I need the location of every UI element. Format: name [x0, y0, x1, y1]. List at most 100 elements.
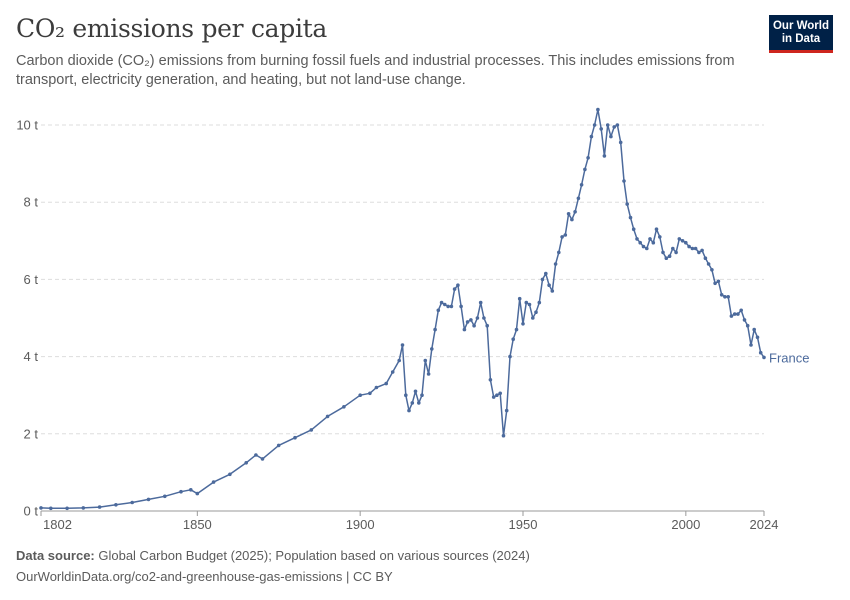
- data-point: [687, 244, 691, 249]
- y-tick-label: 2 t: [24, 426, 39, 441]
- data-point: [404, 393, 408, 398]
- data-point: [417, 401, 421, 405]
- data-point: [622, 179, 626, 183]
- chart-title: CO₂ emissions per capita: [16, 14, 328, 43]
- data-point: [342, 405, 346, 409]
- x-tick-label: 1950: [509, 517, 538, 532]
- x-tick-label: 1850: [183, 517, 212, 532]
- data-point: [576, 196, 581, 201]
- data-point: [573, 210, 577, 214]
- data-point: [654, 227, 659, 231]
- data-point: [540, 277, 545, 282]
- data-point: [752, 327, 756, 332]
- data-point: [690, 246, 695, 251]
- source-url[interactable]: OurWorldinData.org/co2-and-greenhouse-ga…: [16, 569, 393, 584]
- data-point: [713, 281, 717, 286]
- data-point: [260, 457, 265, 461]
- data-point: [465, 320, 470, 324]
- data-source-text: Global Carbon Budget (2025); Population …: [94, 548, 530, 563]
- data-point: [400, 343, 405, 347]
- logo-line-1: Our World: [772, 20, 829, 32]
- data-point: [511, 337, 515, 342]
- data-point: [664, 256, 669, 261]
- data-point: [550, 289, 555, 293]
- data-point: [517, 296, 522, 301]
- data-point: [557, 250, 561, 255]
- data-point: [758, 350, 763, 355]
- data-point: [563, 233, 568, 237]
- x-tick-label: 2000: [671, 517, 700, 532]
- data-point: [726, 295, 730, 299]
- data-point: [293, 435, 297, 440]
- data-point: [609, 134, 613, 139]
- data-point: [524, 300, 529, 305]
- data-point: [645, 246, 649, 251]
- data-point: [521, 322, 525, 326]
- data-point: [430, 347, 434, 351]
- data-point: [426, 372, 431, 376]
- data-point: [635, 237, 639, 241]
- data-point: [625, 202, 629, 206]
- data-point: [671, 246, 675, 251]
- data-point: [703, 256, 708, 261]
- data-point: [553, 262, 558, 266]
- data-point: [433, 327, 437, 332]
- data-point: [130, 500, 134, 505]
- data-point: [566, 212, 571, 216]
- data-point: [462, 327, 467, 332]
- data-point: [684, 240, 688, 245]
- series-france[interactable]: [39, 107, 766, 511]
- data-point: [745, 323, 750, 328]
- data-point: [407, 408, 411, 413]
- x-tick-label: 1900: [346, 517, 375, 532]
- data-point: [436, 308, 441, 313]
- data-point: [469, 318, 473, 322]
- data-point: [456, 283, 460, 288]
- data-point: [596, 107, 600, 112]
- data-point: [605, 123, 610, 127]
- y-tick-label: 0 t: [24, 504, 39, 519]
- data-point: [674, 250, 678, 255]
- data-point: [276, 443, 281, 448]
- data-point: [211, 480, 216, 484]
- data-point: [661, 250, 665, 255]
- data-point: [716, 279, 721, 284]
- data-point: [615, 123, 620, 127]
- data-point: [325, 414, 330, 419]
- data-point: [599, 127, 603, 131]
- data-point: [641, 244, 646, 249]
- data-point: [667, 254, 672, 258]
- data-point: [439, 300, 444, 305]
- data-point: [755, 335, 760, 340]
- data-point: [723, 295, 727, 299]
- data-point: [739, 308, 743, 313]
- owid-logo[interactable]: Our World in Data: [769, 15, 833, 53]
- data-point: [589, 134, 594, 139]
- data-point: [706, 262, 711, 266]
- data-point: [648, 237, 652, 241]
- data-point: [374, 385, 379, 390]
- data-point: [449, 304, 454, 309]
- data-point: [97, 505, 102, 509]
- data-point: [49, 506, 53, 511]
- data-point: [537, 300, 542, 305]
- data-point: [729, 314, 734, 318]
- data-point: [472, 323, 476, 328]
- data-point: [749, 343, 753, 347]
- data-point: [742, 318, 747, 322]
- data-source: Data source: Global Carbon Budget (2025)…: [16, 548, 530, 563]
- data-point: [697, 250, 701, 255]
- x-axis: 1802 1850 1900 1950 2000 2024: [40, 511, 778, 532]
- data-point: [384, 381, 389, 386]
- gridlines: [41, 124, 764, 512]
- data-point: [736, 312, 740, 316]
- data-point: [482, 316, 486, 320]
- data-point: [508, 354, 512, 359]
- data-point: [189, 488, 193, 492]
- series-labels: France: [769, 350, 809, 365]
- data-point: [570, 217, 574, 222]
- data-point: [195, 491, 200, 496]
- data-point: [423, 358, 428, 363]
- data-point: [762, 355, 766, 360]
- data-point: [478, 300, 483, 305]
